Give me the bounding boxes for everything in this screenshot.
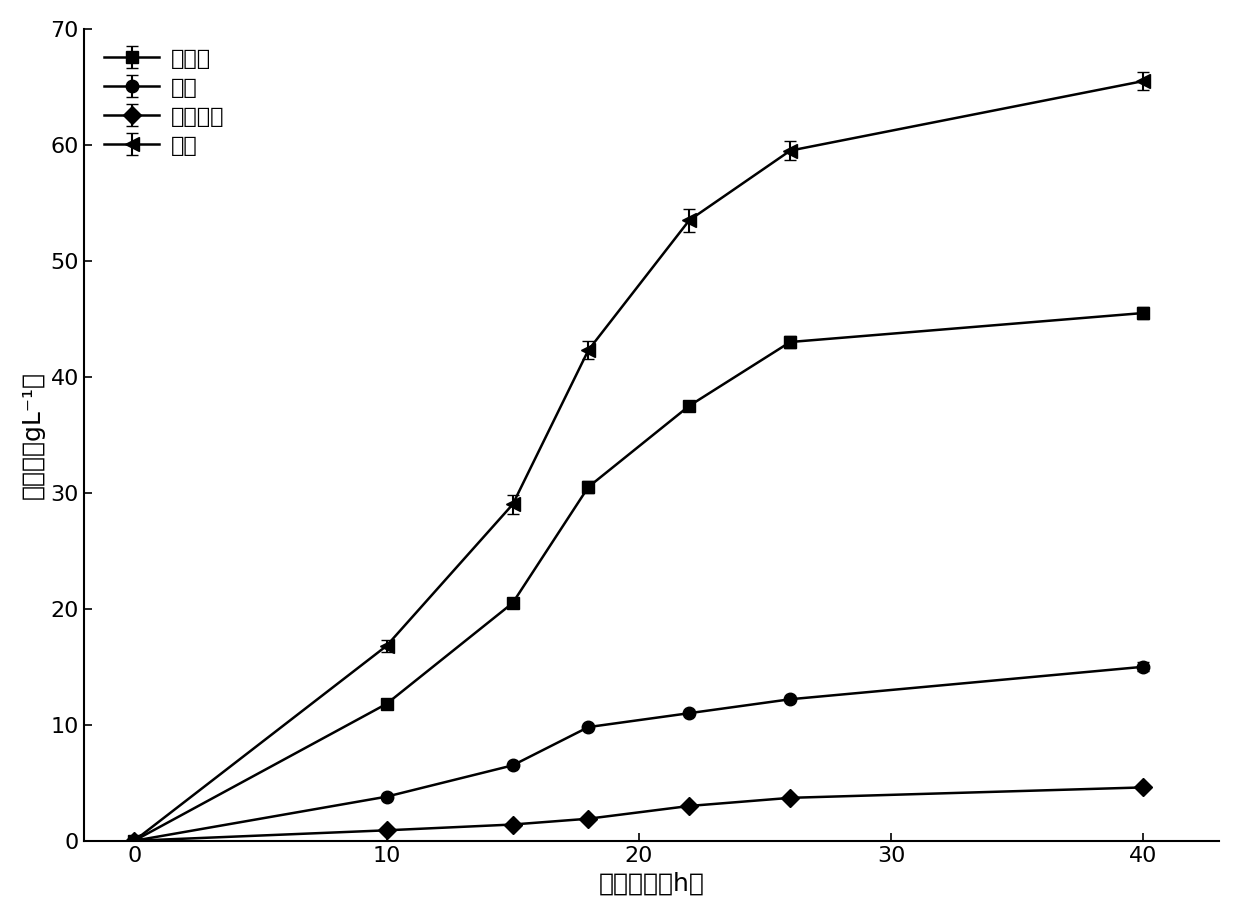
X-axis label: 水解时间（h）: 水解时间（h）	[599, 871, 704, 895]
Y-axis label: 糖浓度（gL⁻¹）: 糖浓度（gL⁻¹）	[21, 371, 45, 499]
Legend: 葡萄糖, 木糖, 葡萄醉酸, 总糖: 葡萄糖, 木糖, 葡萄醉酸, 总糖	[95, 40, 233, 164]
